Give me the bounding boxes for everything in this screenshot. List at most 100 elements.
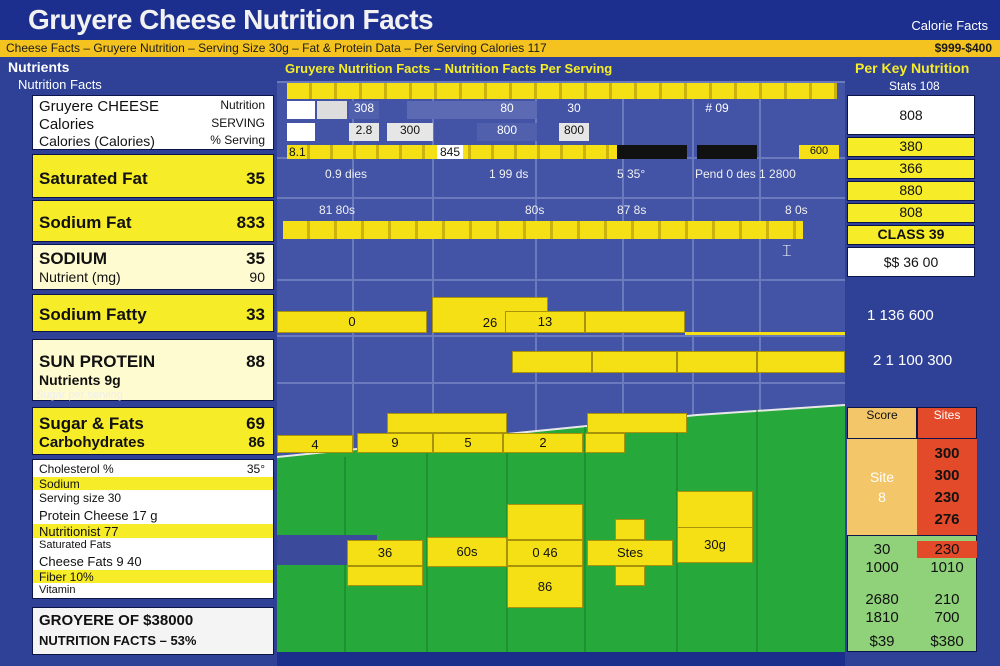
nutrient-item[interactable]: SODIUM 35 Nutrient (mg) 90 — [32, 244, 274, 290]
block-shape[interactable]: 86 — [507, 566, 583, 608]
table-cell[interactable]: 300 — [934, 467, 960, 484]
right-subheader: Stats 108 — [889, 79, 940, 93]
row-value: Pend 0 des 1 2800 — [695, 167, 796, 181]
data-grid: Gruyere Nutrition Facts – Nutrition Fact… — [277, 57, 845, 652]
nutrient-item[interactable]: SUN PROTEIN 88 Nutrients 9g — [32, 339, 274, 401]
band-cell[interactable] — [592, 351, 677, 373]
grid-cell[interactable]: 800 — [477, 123, 537, 141]
table-cell[interactable]: 230 — [917, 541, 977, 558]
cursor-icon: ⌶ — [782, 243, 792, 260]
band-cell[interactable]: 4 — [277, 435, 353, 453]
value-cell[interactable]: 380 — [847, 137, 975, 157]
value-cell[interactable]: 808 — [847, 95, 975, 135]
table-cell[interactable]: 1810 — [865, 609, 899, 626]
value-cell[interactable]: 880 — [847, 181, 975, 201]
table-cell[interactable]: Site — [869, 469, 895, 485]
nutrient-item[interactable]: Sodium Fat 833 — [32, 200, 274, 242]
grid-cell[interactable]: 300 — [387, 123, 433, 141]
row-value: 1 99 ds — [489, 167, 529, 181]
block-shape[interactable] — [615, 519, 645, 540]
grid-cell[interactable] — [317, 101, 347, 119]
summary-box: Gruyere CHEESE Nutrition Calories SERVING … — [32, 95, 274, 150]
total-cell[interactable]: $$ 36 00 — [847, 247, 975, 277]
title-right-label: Calorie Facts — [911, 18, 988, 33]
block-shape[interactable] — [507, 504, 583, 540]
row-value: 80s — [525, 203, 545, 217]
footnote-row[interactable]: Sodium — [33, 477, 273, 491]
value-cell[interactable]: 808 — [847, 203, 975, 223]
left-subheader: Nutrition Facts — [18, 77, 102, 92]
block-shape[interactable]: 30g — [677, 527, 753, 563]
table-cell[interactable]: $380 — [930, 633, 964, 650]
band-cell[interactable] — [677, 351, 757, 373]
table-cell[interactable]: 210 — [934, 591, 960, 608]
band-cell[interactable] — [757, 351, 845, 373]
grid-cell[interactable] — [287, 101, 315, 119]
sugar-note: Sugar per serving — [36, 389, 123, 401]
block-shape[interactable]: 0 46 — [507, 540, 583, 566]
table-cell[interactable]: 30 — [873, 541, 891, 558]
grid-cell[interactable]: 8.1 — [289, 145, 306, 159]
table-cell[interactable]: 8 — [878, 489, 886, 505]
grid-cell[interactable]: 600 — [799, 145, 839, 159]
block-shape[interactable]: Stes — [587, 540, 673, 566]
left-header: Nutrients — [8, 59, 70, 75]
ticker-value: $999-$400 — [934, 41, 992, 55]
block-shape[interactable]: 60s — [427, 537, 507, 567]
band-cell[interactable] — [585, 433, 625, 453]
band-cell[interactable] — [512, 351, 592, 373]
table-cell[interactable]: 276 — [934, 511, 960, 528]
nutrient-item[interactable]: Sugar & Fats 69 Carbohydrates 86 — [32, 407, 274, 455]
grid-cell[interactable]: 845 — [437, 145, 464, 159]
summary-row[interactable]: Calories SERVING — [39, 116, 265, 133]
summary-row[interactable]: Gruyere CHEESE Nutrition — [39, 98, 265, 115]
band-cell[interactable] — [587, 413, 687, 433]
grid-cell[interactable]: 308 — [349, 101, 379, 119]
band-cell[interactable] — [585, 311, 685, 333]
band-cell[interactable]: 0 — [277, 311, 427, 333]
table-cell[interactable]: 1000 — [865, 559, 899, 576]
footnote-row[interactable]: Fiber 10% — [33, 570, 273, 584]
grid-cell[interactable] — [407, 101, 537, 119]
block-shape[interactable] — [347, 566, 423, 586]
left-panel: Nutrients Nutrition Facts Gruyere CHEESE… — [0, 57, 277, 666]
grid-cell[interactable] — [287, 123, 315, 141]
table-cell[interactable]: $39 — [869, 633, 895, 650]
summary-row[interactable]: Calories (Calories)% Serving — [39, 133, 265, 149]
block-shape[interactable] — [615, 566, 645, 586]
value-cell[interactable]: CLASS 39 — [847, 225, 975, 245]
footnote-row[interactable]: Nutritionist 77 — [33, 524, 273, 539]
band-cell[interactable]: 2 — [503, 433, 583, 453]
right-panel: Per Key Nutrition Stats 108 808 380 366 … — [845, 57, 1000, 666]
table-cell[interactable]: 700 — [934, 609, 960, 626]
grid-cell[interactable]: 80 — [500, 101, 514, 115]
band-cell[interactable]: 13 — [505, 311, 585, 333]
nutrient-item[interactable]: Sodium Fatty 33 — [32, 294, 274, 332]
row-value: 87 8s — [617, 203, 647, 217]
table-cell[interactable]: 1010 — [930, 559, 964, 576]
table-cell[interactable]: 2680 — [865, 591, 899, 608]
footer-line2: NUTRITION FACTS – 53% — [39, 633, 197, 648]
stat-value: 1 136 600 — [867, 307, 934, 324]
grid-cell[interactable]: 800 — [559, 123, 589, 141]
block-shape[interactable]: 36 — [347, 540, 423, 566]
table-header: Sites — [917, 407, 977, 439]
grid-cell[interactable]: # 09 — [705, 101, 729, 115]
ticker-text: Cheese Facts – Gruyere Nutrition – Servi… — [6, 41, 547, 55]
table-cell[interactable]: 300 — [934, 445, 960, 462]
grid-cell[interactable]: 2.8 — [349, 123, 379, 141]
band-cell[interactable]: 9 — [357, 433, 433, 453]
footnote-list: Cholesterol % 35° Sodium Serving size 30 … — [32, 459, 274, 599]
stat-value: 2 1 100 300 — [873, 352, 953, 369]
title-bar: Gruyere Cheese Nutrition Facts Calorie F… — [0, 0, 1000, 40]
grid-cell[interactable]: 30 — [567, 101, 581, 115]
row-value: 5 35° — [617, 167, 646, 181]
table-cell[interactable]: 230 — [934, 489, 960, 506]
band-cell[interactable] — [387, 413, 507, 433]
band-cell[interactable]: 5 — [433, 433, 503, 453]
nutrient-item[interactable]: Saturated Fat 35 — [32, 154, 274, 198]
left-footer: GROYERE OF $38000 NUTRITION FACTS – 53% — [32, 607, 274, 655]
window-title: Gruyere Cheese Nutrition Facts — [28, 4, 434, 35]
row-value: 8 0s — [785, 203, 808, 217]
value-cell[interactable]: 366 — [847, 159, 975, 179]
